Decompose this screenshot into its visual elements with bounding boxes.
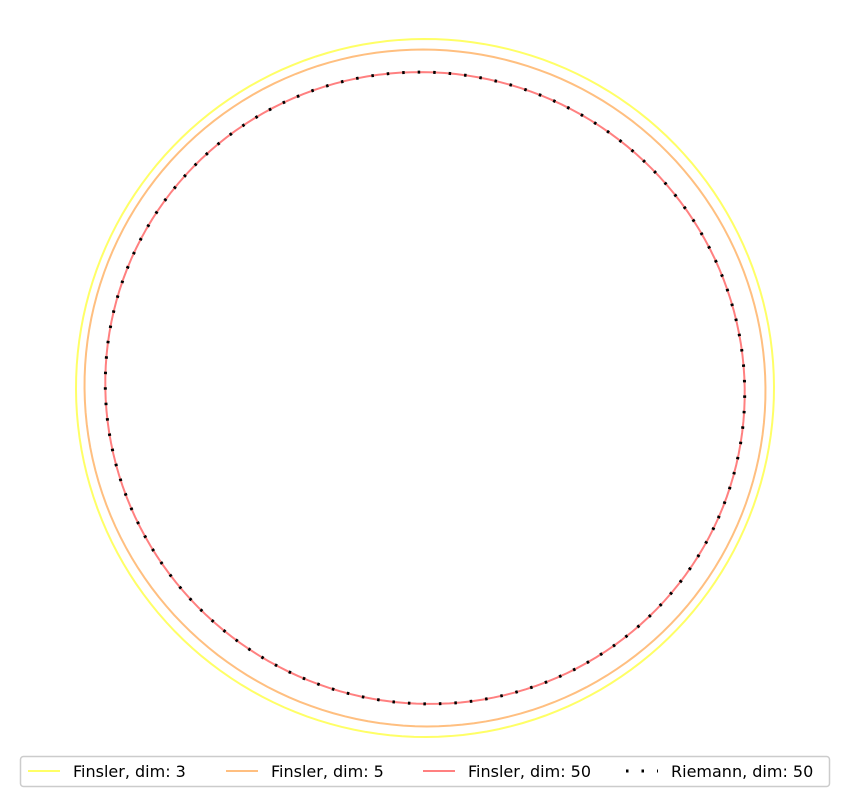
series-line-finsler-dim-5	[83, 48, 767, 728]
legend-label-finsler-dim-50: Finsler, dim: 50	[468, 762, 591, 781]
series-line-finsler-dim-50	[104, 71, 746, 705]
legend-label-finsler-dim-5: Finsler, dim: 5	[271, 762, 384, 781]
series-line-finsler-dim-3	[74, 37, 776, 739]
plot-area	[74, 37, 776, 739]
legend: Finsler, dim: 3 Finsler, dim: 5 Finsler, d…	[19, 755, 831, 788]
legend-label-finsler-dim-3: Finsler, dim: 3	[73, 762, 186, 781]
legend-label-riemann-dim-50: Riemann, dim: 50	[671, 762, 813, 781]
